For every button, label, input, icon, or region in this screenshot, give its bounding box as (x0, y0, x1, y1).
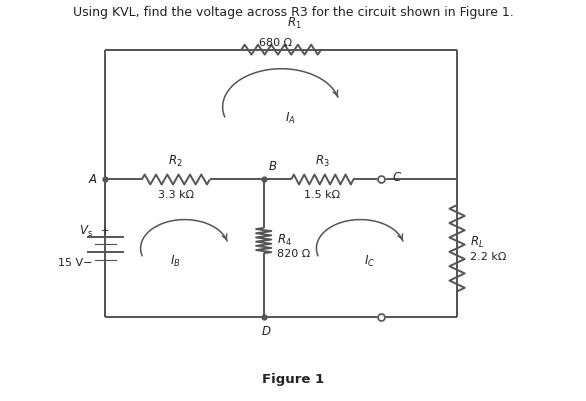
Text: $I_C$: $I_C$ (363, 254, 375, 269)
Text: $I_A$: $I_A$ (285, 111, 295, 126)
Text: $R_1$: $R_1$ (287, 16, 302, 30)
Text: $R_3$: $R_3$ (315, 154, 330, 169)
Text: $R_2$: $R_2$ (169, 154, 183, 169)
Text: B: B (268, 160, 277, 172)
Text: 3.3 kΩ: 3.3 kΩ (158, 190, 194, 200)
Text: 2.2 kΩ: 2.2 kΩ (470, 252, 506, 261)
Text: D: D (262, 325, 271, 338)
Text: 1.5 kΩ: 1.5 kΩ (304, 190, 340, 200)
Text: +: + (101, 226, 110, 236)
Text: $V_{\rm s}$: $V_{\rm s}$ (79, 223, 93, 239)
Text: 15 V−: 15 V− (58, 258, 93, 268)
Text: $R_4$: $R_4$ (277, 233, 291, 248)
Text: A: A (88, 173, 97, 186)
Text: C: C (393, 171, 401, 184)
Text: Figure 1: Figure 1 (262, 373, 324, 387)
Text: Using KVL, find the voltage across R3 for the circuit shown in Figure 1.: Using KVL, find the voltage across R3 fo… (73, 6, 513, 19)
Text: 680 Ω: 680 Ω (259, 38, 292, 48)
Text: $I_B$: $I_B$ (171, 254, 181, 269)
Text: 820 Ω: 820 Ω (277, 249, 310, 259)
Text: $R_L$: $R_L$ (470, 235, 484, 250)
